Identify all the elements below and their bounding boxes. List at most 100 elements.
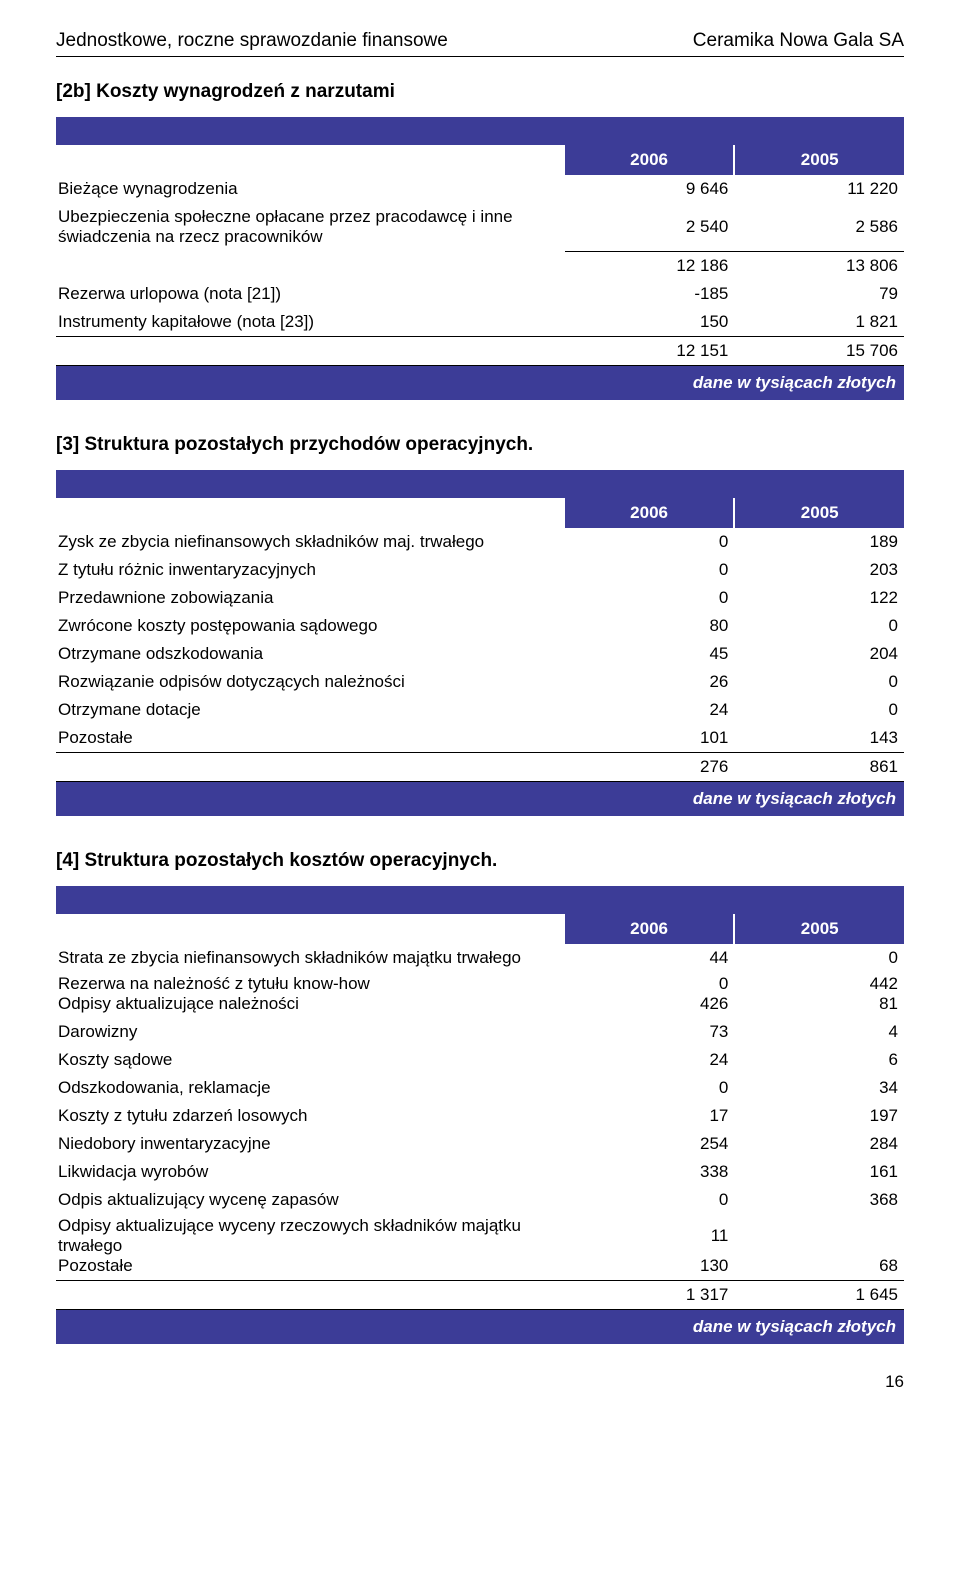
table-footer: dane w tysiącach złotych [56, 781, 904, 816]
row-val-a: 0 [565, 1074, 735, 1102]
row-val-a: 338 [565, 1158, 735, 1186]
table-row: Rezerwa urlopowa (nota [21]) -185 79 [56, 280, 904, 308]
year-spacer [56, 145, 565, 175]
table-row: Darowizny734 [56, 1018, 904, 1046]
row-label: Zwrócone koszty postępowania sądowego [56, 612, 565, 640]
row-val-a: 11 [565, 1214, 735, 1256]
table-row: Rozwiązanie odpisów dotyczących należnoś… [56, 668, 904, 696]
row-val-b: 0 [734, 944, 904, 972]
table-row: Rezerwa na należność z tytułu know-how 0… [56, 972, 904, 994]
table-footer: dane w tysiącach złotych [56, 365, 904, 400]
row-label [56, 251, 565, 280]
row-val-a: 45 [565, 640, 735, 668]
table-row: Zwrócone koszty postępowania sądowego800 [56, 612, 904, 640]
table-headband [56, 470, 904, 498]
total-b: 15 706 [734, 336, 904, 365]
row-val-b: 122 [734, 584, 904, 612]
total-a: 1 317 [565, 1280, 735, 1309]
row-val-a: 2 540 [565, 203, 735, 251]
row-val-a: 24 [565, 696, 735, 724]
year-spacer [56, 498, 565, 528]
table-row: Ubezpieczenia społeczne opłacane przez p… [56, 203, 904, 251]
row-label: Rozwiązanie odpisów dotyczących należnoś… [56, 668, 565, 696]
table-footer: dane w tysiącach złotych [56, 1309, 904, 1344]
row-val-b: 4 [734, 1018, 904, 1046]
table-3: 2006 2005 Zysk ze zbycia niefinansowych … [56, 470, 904, 816]
row-val-a: 150 [565, 308, 735, 337]
header-left: Jednostkowe, roczne sprawozdanie finanso… [56, 30, 448, 52]
row-label: Koszty z tytułu zdarzeń losowych [56, 1102, 565, 1130]
row-label: Niedobory inwentaryzacyjne [56, 1130, 565, 1158]
section-3-title: [3] Struktura pozostałych przychodów ope… [56, 434, 904, 456]
row-val-b: 0 [734, 696, 904, 724]
table-headband [56, 886, 904, 914]
row-val-b: 2 586 [734, 203, 904, 251]
year-col-b: 2005 [734, 498, 904, 528]
page-number: 16 [56, 1372, 904, 1392]
row-label: Ubezpieczenia społeczne opłacane przez p… [56, 203, 565, 251]
row-label: Darowizny [56, 1018, 565, 1046]
row-label: Rezerwa urlopowa (nota [21]) [56, 280, 565, 308]
table-row: Koszty z tytułu zdarzeń losowych17197 [56, 1102, 904, 1130]
total-a: 12 151 [565, 336, 735, 365]
table-headband [56, 117, 904, 145]
row-label: Odpis aktualizujący wycenę zapasów [56, 1186, 565, 1214]
row-val-a: 0 [565, 556, 735, 584]
row-val-a: 426 [565, 994, 735, 1018]
row-label: Otrzymane dotacje [56, 696, 565, 724]
row-val-b: 0 [734, 612, 904, 640]
row-val-b: 79 [734, 280, 904, 308]
row-val-a: 9 646 [565, 175, 735, 203]
row-label: Bieżące wynagrodzenia [56, 175, 565, 203]
row-label: Likwidacja wyrobów [56, 1158, 565, 1186]
year-col-a: 2006 [565, 498, 735, 528]
total-b: 861 [734, 752, 904, 781]
row-label: Koszty sądowe [56, 1046, 565, 1074]
row-val-b: 204 [734, 640, 904, 668]
row-val-b: 81 [734, 994, 904, 1018]
row-val-b: 1 821 [734, 308, 904, 337]
row-label: Pozostałe [56, 724, 565, 753]
row-val-b: 197 [734, 1102, 904, 1130]
row-val-b: 189 [734, 528, 904, 556]
table-row: Otrzymane odszkodowania45204 [56, 640, 904, 668]
table-row: Przedawnione zobowiązania0122 [56, 584, 904, 612]
row-val-b: 0 [734, 668, 904, 696]
table-row: Strata ze zbycia niefinansowych składnik… [56, 944, 904, 972]
table-row: Zysk ze zbycia niefinansowych składników… [56, 528, 904, 556]
row-val-b: 143 [734, 724, 904, 753]
row-label: Odpisy aktualizujące wyceny rzeczowych s… [56, 1214, 565, 1256]
row-val-a: 130 [565, 1256, 735, 1281]
row-val-b: 368 [734, 1186, 904, 1214]
row-label: Odszkodowania, reklamacje [56, 1074, 565, 1102]
row-val-b: 203 [734, 556, 904, 584]
row-val-a: 101 [565, 724, 735, 753]
row-label: Otrzymane odszkodowania [56, 640, 565, 668]
row-val-b: 68 [734, 1256, 904, 1281]
table-4: 2006 2005 Strata ze zbycia niefinansowyc… [56, 886, 904, 1344]
table-row: Instrumenty kapitałowe (nota [23]) 150 1… [56, 308, 904, 337]
row-val-b [734, 1214, 904, 1256]
table-row: Pozostałe 130 68 [56, 1256, 904, 1281]
total-b: 1 645 [734, 1280, 904, 1309]
table-2b: 2006 2005 Bieżące wynagrodzenia 9 646 11… [56, 117, 904, 400]
subtotal-a: 12 186 [565, 251, 735, 280]
row-val-b: 284 [734, 1130, 904, 1158]
row-label [56, 336, 565, 365]
table-row: Niedobory inwentaryzacyjne254284 [56, 1130, 904, 1158]
section-2b-title: [2b] Koszty wynagrodzeń z narzutami [56, 81, 904, 103]
table-row: Odpis aktualizujący wycenę zapasów0368 [56, 1186, 904, 1214]
row-val-b: 6 [734, 1046, 904, 1074]
row-label: Strata ze zbycia niefinansowych składnik… [56, 944, 565, 972]
subtotal-row: 12 186 13 806 [56, 251, 904, 280]
row-val-a: -185 [565, 280, 735, 308]
row-label: Z tytułu różnic inwentaryzacyjnych [56, 556, 565, 584]
total-row: 1 317 1 645 [56, 1280, 904, 1309]
table-row: Odszkodowania, reklamacje034 [56, 1074, 904, 1102]
year-col-b: 2005 [734, 914, 904, 944]
row-label [56, 1280, 565, 1309]
row-label: Odpisy aktualizujące należności [56, 994, 565, 1018]
total-a: 276 [565, 752, 735, 781]
row-val-b: 442 [734, 972, 904, 994]
row-label: Zysk ze zbycia niefinansowych składników… [56, 528, 565, 556]
